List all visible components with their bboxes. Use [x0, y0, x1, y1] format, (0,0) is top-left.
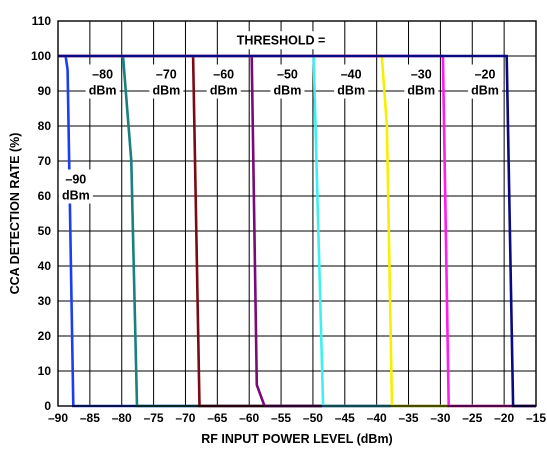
- x-tick-label: –45: [335, 411, 355, 425]
- threshold-label-unit: dBm: [274, 84, 302, 98]
- y-tick-label: 0: [44, 399, 51, 413]
- x-tick-label: –80: [112, 411, 132, 425]
- threshold-annotations: –90 dBm –80 dBm –70 dBm –60 dBm –50 dBm –40 dBm –30 d…: [58, 64, 503, 204]
- x-tick-label: –20: [494, 411, 514, 425]
- threshold-label-background: [404, 64, 439, 99]
- x-tick-label: –55: [271, 411, 291, 425]
- x-tick-label: –85: [80, 411, 100, 425]
- y-tick-label: 30: [38, 294, 52, 308]
- threshold-label-unit: dBm: [471, 84, 499, 98]
- y-tick-label: 80: [38, 119, 52, 133]
- threshold-label-value: –70: [156, 68, 177, 82]
- threshold-label: –80 dBm: [85, 64, 120, 99]
- threshold-label: –20 dBm: [468, 64, 503, 99]
- threshold-label-background: [334, 64, 369, 99]
- x-tick-label: –35: [399, 411, 419, 425]
- threshold-label: –60 dBm: [206, 64, 241, 99]
- threshold-label-background: [468, 64, 503, 99]
- threshold-label-background: [270, 64, 305, 99]
- y-tick-label: 50: [38, 224, 52, 238]
- plot-frame: [57, 20, 537, 407]
- x-axis-title: RF INPUT POWER LEVEL (dBm): [201, 432, 392, 446]
- y-tick-label: 90: [38, 84, 52, 98]
- threshold-label: –40 dBm: [334, 64, 369, 99]
- x-tick-label: –75: [144, 411, 164, 425]
- y-tick-label: 40: [38, 259, 52, 273]
- x-tick-label: –25: [462, 411, 482, 425]
- threshold-label-background: [58, 169, 93, 204]
- threshold-label-value: –90: [65, 173, 86, 187]
- threshold-label-value: –60: [213, 68, 234, 82]
- threshold-label: –30 dBm: [404, 64, 439, 99]
- x-tick-label: –90: [48, 411, 68, 425]
- y-tick-label: 70: [38, 154, 52, 168]
- x-tick-label: –30: [430, 411, 450, 425]
- x-tick-label: –65: [207, 411, 227, 425]
- x-tick-label: –50: [303, 411, 323, 425]
- threshold-label-unit: dBm: [152, 84, 180, 98]
- x-tick-labels: –90 –85 –80 –75 –70 –65 –60 –55 –50 –45 –40 –35 –30–…: [48, 411, 546, 425]
- x-tick-label: –40: [367, 411, 387, 425]
- threshold-label-unit: dBm: [62, 189, 90, 203]
- threshold-label-background: [206, 64, 241, 99]
- y-tick-label: 100: [31, 49, 51, 63]
- y-tick-label: 20: [38, 329, 52, 343]
- threshold-label: –70 dBm: [149, 64, 184, 99]
- x-tick-label: –70: [175, 411, 195, 425]
- legend-heading-background: [221, 31, 342, 50]
- threshold-label-background: [149, 64, 184, 99]
- x-tick-label: –15: [526, 411, 546, 425]
- threshold-label-value: –50: [277, 68, 298, 82]
- y-tick-label: 10: [38, 364, 52, 378]
- y-axis-title: CCA DETECTION RATE (%): [8, 133, 22, 295]
- threshold-label-value: –40: [341, 68, 362, 82]
- threshold-label: –90 dBm: [58, 169, 93, 204]
- threshold-label-unit: dBm: [210, 84, 238, 98]
- threshold-label-unit: dBm: [337, 84, 365, 98]
- legend-heading: THRESHOLD =: [237, 33, 326, 47]
- y-tick-label: 60: [38, 189, 52, 203]
- y-tick-labels: 0 10 20 30 40 50 60 70 80 90 100 110: [31, 14, 51, 413]
- threshold-label: –50 dBm: [270, 64, 305, 99]
- threshold-label-unit: dBm: [89, 84, 117, 98]
- threshold-label-unit: dBm: [407, 84, 435, 98]
- y-tick-label: 110: [32, 14, 52, 28]
- threshold-label-value: –20: [475, 68, 496, 82]
- threshold-label-value: –80: [92, 68, 113, 82]
- threshold-label-value: –30: [411, 68, 432, 82]
- threshold-label-background: [85, 64, 120, 99]
- x-tick-label: –60: [239, 411, 259, 425]
